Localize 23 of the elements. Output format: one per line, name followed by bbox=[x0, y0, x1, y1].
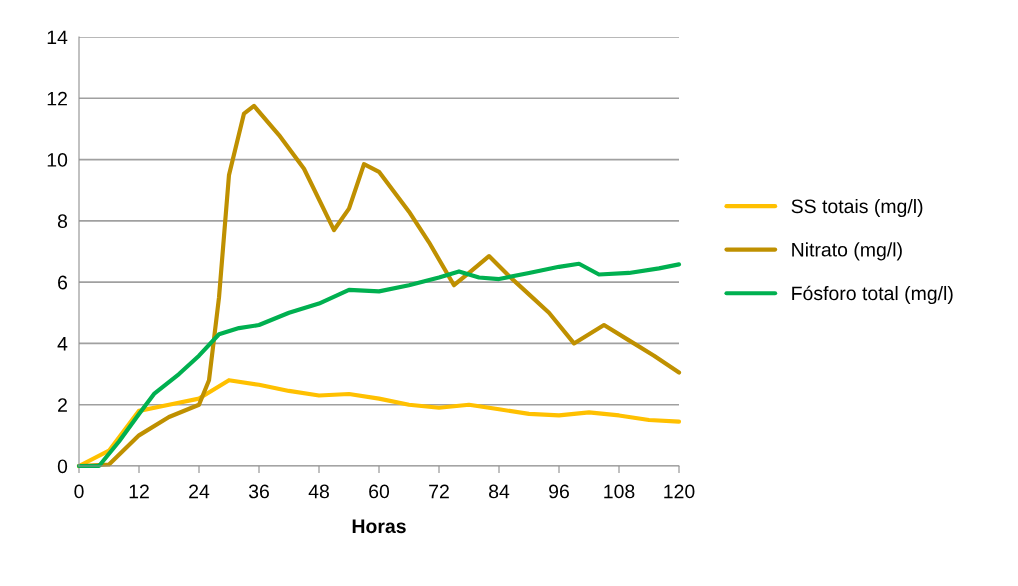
y-tick-label: 4 bbox=[57, 337, 68, 351]
x-tick-label: 36 bbox=[248, 484, 269, 499]
x-tick-label: 60 bbox=[369, 484, 390, 499]
y-tick-label: 14 bbox=[47, 30, 68, 45]
x-tick-label: 48 bbox=[308, 484, 329, 499]
x-tick-label: 120 bbox=[664, 484, 695, 499]
y-tick-label: 0 bbox=[57, 459, 68, 474]
legend-label: Fósforo total (mg/l) bbox=[792, 285, 953, 305]
legend-label: Nitrato (mg/l) bbox=[792, 242, 902, 261]
legend-label: SS totais (mg/l) bbox=[791, 198, 923, 218]
x-tick-label: 72 bbox=[429, 484, 449, 499]
x-tick-label: 0 bbox=[74, 484, 84, 499]
y-tick-label: 6 bbox=[58, 275, 68, 290]
y-tick-label: 12 bbox=[47, 91, 67, 106]
x-tick-label: 108 bbox=[604, 484, 635, 499]
x-axis-title: Horas bbox=[352, 519, 406, 534]
x-tick-label: 12 bbox=[129, 484, 149, 499]
y-tick-label: 8 bbox=[57, 214, 68, 229]
y-tick-label: 2 bbox=[58, 398, 67, 412]
x-tick-label: 84 bbox=[489, 484, 510, 499]
x-tick-label: 24 bbox=[189, 484, 210, 499]
x-tick-label: 96 bbox=[549, 484, 569, 499]
y-tick-label: 10 bbox=[47, 153, 68, 167]
